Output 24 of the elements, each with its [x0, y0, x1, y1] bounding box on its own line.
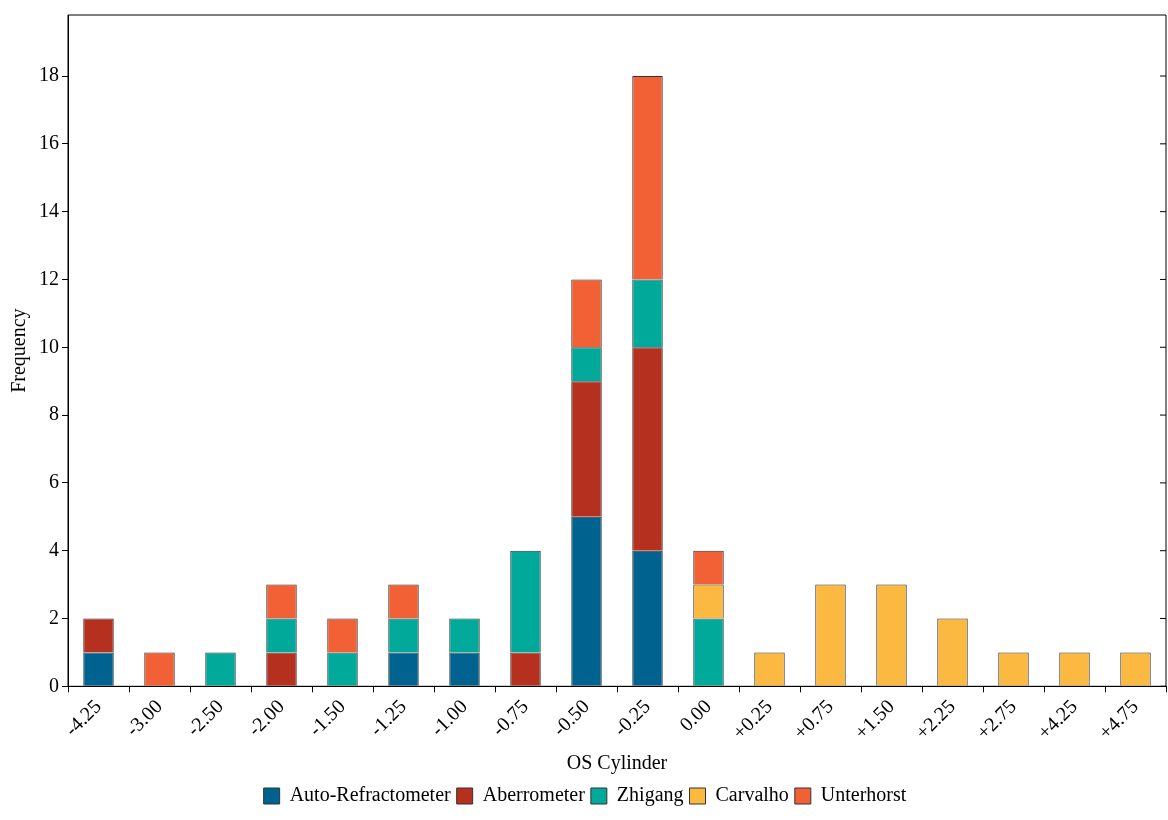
y-tick-label: 4: [49, 537, 59, 560]
y-tick-label: 18: [39, 63, 59, 86]
y-tick-label: 8: [49, 402, 59, 425]
y-tick-label: 10: [39, 334, 59, 357]
legend-label: Zhigang: [616, 783, 684, 807]
legend-label: Unterhorst: [820, 783, 907, 806]
y-tick-label: 16: [39, 131, 59, 154]
x-tick-label: -1.00: [426, 694, 472, 740]
x-tick-label: 0.00: [674, 694, 716, 736]
y-tick-label: 0: [49, 673, 59, 696]
x-tick-label: -2.00: [243, 694, 289, 740]
legend-label: Aberrometer: [482, 783, 586, 806]
y-tick-label: 12: [39, 266, 59, 289]
x-tick-label: -2.50: [182, 694, 228, 740]
y-tick-label: 14: [39, 198, 59, 221]
y-tick-label: 2: [49, 605, 59, 628]
y-tick-label: 6: [49, 470, 59, 493]
x-tick-label: -3.00: [121, 694, 167, 740]
x-axis-title: OS Cylinder: [566, 751, 668, 775]
y-axis-title: Frequency: [7, 308, 31, 393]
legend-label: Carvalho: [715, 783, 789, 806]
x-tick-label: -0.50: [548, 694, 594, 740]
x-tick-label: -1.50: [304, 694, 350, 740]
legend-label: Auto-Refractometer: [289, 783, 452, 806]
